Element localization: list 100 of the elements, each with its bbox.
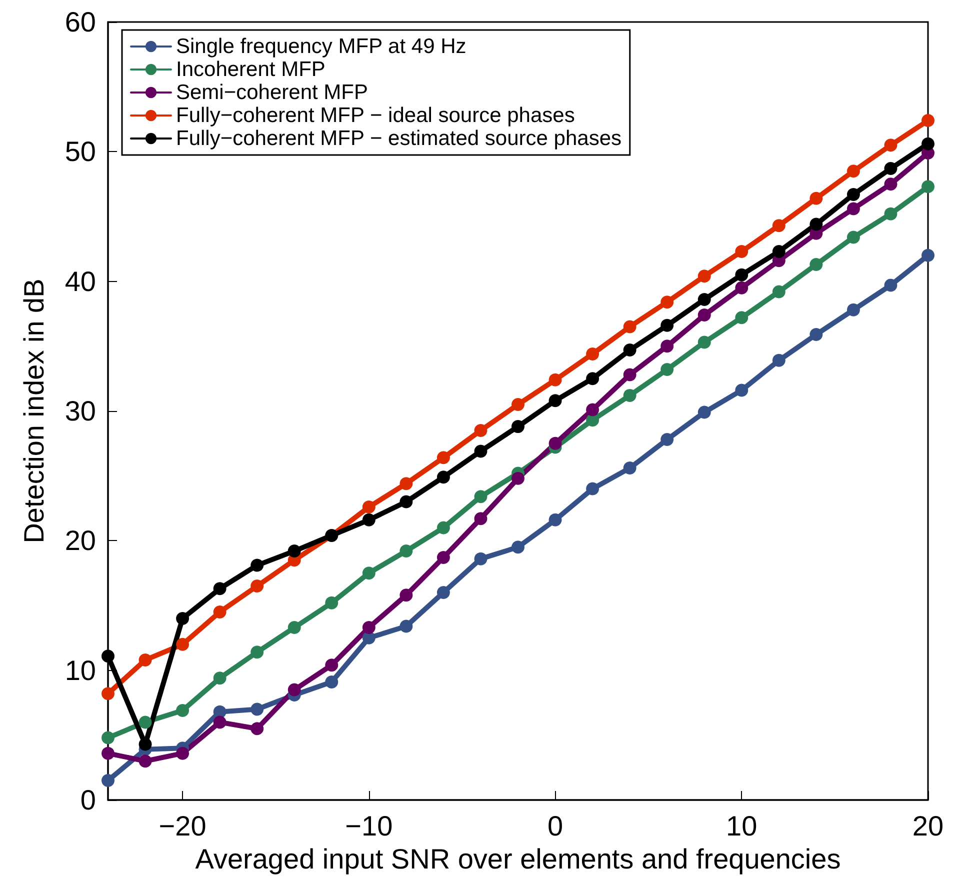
point [772,245,786,258]
point [250,580,264,593]
point [810,218,823,231]
x-axis-title: Averaged input SNR over elements and frequencies [195,844,841,874]
point [884,138,898,152]
point [176,746,190,760]
point [623,388,636,402]
point [138,738,152,751]
point [548,373,562,386]
point [288,544,301,558]
point [846,164,860,178]
point [362,500,376,514]
point [512,398,524,412]
point [400,588,413,602]
point [176,638,190,651]
point [623,320,636,334]
point [884,278,898,292]
point [250,702,264,716]
legend-label: Incoherent MFP [176,58,326,81]
point [810,192,823,205]
point [846,230,860,244]
point [698,292,711,306]
point [474,512,488,526]
y-tick-label: 50 [64,136,96,168]
point [846,188,860,201]
y-tick-label: 30 [64,396,96,426]
point [772,285,786,298]
point [586,347,600,360]
point [400,495,413,508]
point [660,433,674,446]
point [512,540,524,554]
point [698,270,711,283]
point [325,658,338,672]
point [436,586,450,600]
x-tick-label: 20 [912,810,944,842]
point [922,137,934,150]
point [362,621,376,634]
point [698,308,711,322]
point [660,318,674,332]
point [772,354,786,367]
point [250,722,264,736]
point [288,683,301,696]
point [250,646,264,659]
legend-label: Single frequency MFP at 49 Hz [176,35,466,58]
point [810,328,823,341]
point [623,462,636,475]
point [138,653,152,666]
y-tick-label: 10 [64,654,96,686]
y-axis-title: Detection index in dB [18,278,50,544]
point [735,384,748,397]
point [288,621,301,634]
point [735,268,748,282]
point [884,162,898,176]
point [400,477,413,490]
point [548,394,562,408]
point [548,436,562,450]
point [810,258,823,271]
point [436,551,450,564]
point [548,513,562,526]
point [102,774,114,788]
legend-label: Semi−coherent MFP [176,81,368,104]
point [102,687,114,700]
point [735,281,748,294]
point [512,420,524,434]
y-tick-label: 40 [64,266,96,297]
point [698,406,711,419]
point [138,754,152,768]
point [772,219,786,232]
point [138,716,152,729]
point [512,472,524,485]
point [735,245,748,258]
point [250,558,264,572]
point [102,746,114,760]
legend-label: Fully−coherent MFP − estimated source phases [176,127,622,150]
point [586,403,600,416]
y-tick-label: 20 [64,525,96,556]
point [474,552,488,566]
x-tick-label: 10 [726,810,758,842]
point [325,596,338,610]
point [474,444,488,458]
point [176,704,190,718]
x-tick-label: 0 [547,810,564,842]
x-tick-label: −10 [345,810,393,842]
point [660,296,674,309]
point [102,731,114,744]
point [213,605,226,618]
point [884,178,898,191]
point [586,482,600,496]
point [660,340,674,353]
point [213,672,226,685]
point [474,424,488,437]
point [362,513,376,526]
point [213,582,226,596]
y-tick-label: 0 [80,784,96,816]
point [698,336,711,349]
point [623,368,636,382]
point [474,490,488,504]
point [884,207,898,220]
point [922,180,934,194]
point [623,344,636,357]
